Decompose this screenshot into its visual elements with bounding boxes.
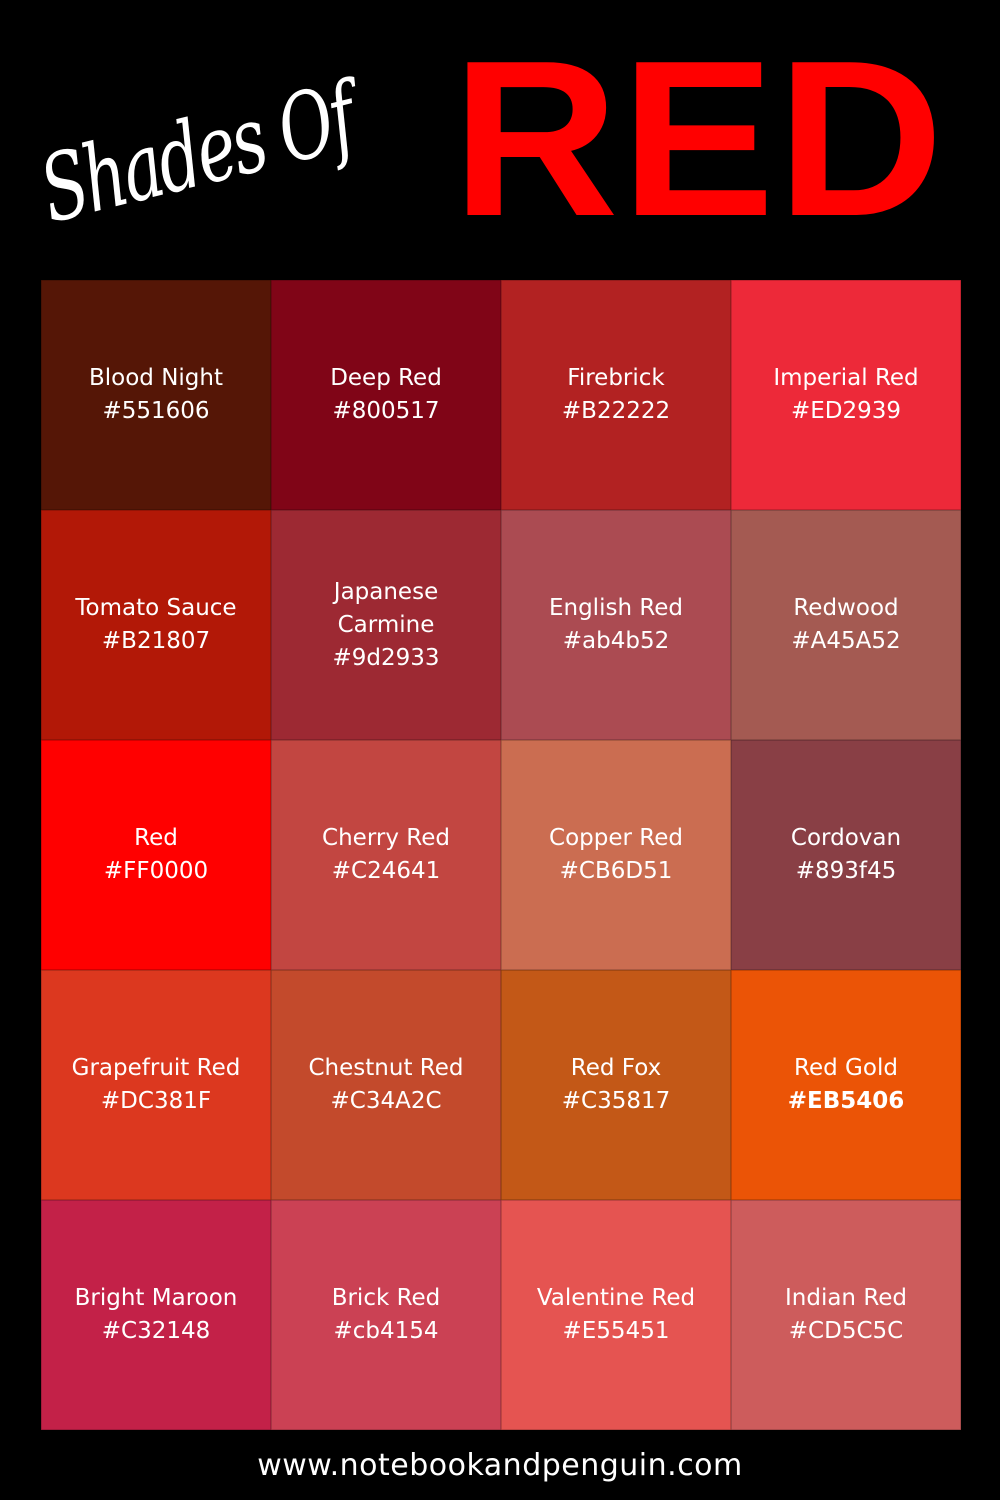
swatch-name: Firebrick (567, 365, 665, 391)
swatch-cordovan: Cordovan #893f45 (731, 740, 961, 970)
swatch-hex: #B22222 (561, 398, 671, 424)
swatch-red: Red #FF0000 (41, 740, 271, 970)
swatch-bright-maroon: Bright Maroon #C32148 (41, 1200, 271, 1430)
swatch-redwood: Redwood #A45A52 (731, 510, 961, 740)
swatch-hex: #CD5C5C (788, 1318, 904, 1344)
swatch-hex: #ab4b52 (562, 628, 670, 654)
swatch-hex: #EB5406 (787, 1088, 905, 1114)
swatch-copper-red: Copper Red #CB6D51 (501, 740, 731, 970)
swatch-english-red: English Red #ab4b52 (501, 510, 731, 740)
title-script: Shades Of (30, 63, 364, 244)
swatch-hex: #C35817 (561, 1088, 671, 1114)
swatch-name: Copper Red (549, 825, 683, 851)
swatch-red-gold: Red Gold #EB5406 (731, 970, 961, 1200)
swatch-brick-red: Brick Red #cb4154 (271, 1200, 501, 1430)
swatch-name: Valentine Red (536, 1285, 696, 1311)
swatch-chestnut-red: Chestnut Red #C34A2C (271, 970, 501, 1200)
footer-url[interactable]: www.notebookandpenguin.com (257, 1448, 743, 1483)
swatch-hex: #E55451 (562, 1318, 670, 1344)
swatch-indian-red: Indian Red #CD5C5C (731, 1200, 961, 1430)
swatch-hex: #551606 (102, 398, 210, 424)
swatch-hex: #B21807 (101, 628, 211, 654)
swatch-name: Cordovan (790, 825, 902, 851)
swatch-hex: #C32148 (101, 1318, 211, 1344)
swatch-name: Cherry Red (322, 825, 450, 851)
swatch-name: English Red (548, 595, 684, 621)
swatch-name: Brick Red (331, 1285, 441, 1311)
swatch-red-fox: Red Fox #C35817 (501, 970, 731, 1200)
swatch-hex: #FF0000 (103, 858, 209, 884)
swatch-grid: Blood Night #551606 Deep Red #800517 Firebri… (41, 280, 961, 1430)
swatch-cherry-red: Cherry Red #C24641 (271, 740, 501, 970)
swatch-hex: #A45A52 (791, 628, 901, 654)
swatch-valentine-red: Valentine Red #E55451 (501, 1200, 731, 1430)
swatch-name: Indian Red (784, 1285, 908, 1311)
swatch-name: Grapefruit Red (71, 1055, 241, 1081)
swatch-hex: #893f45 (795, 858, 897, 884)
swatch-grapefruit-red: Grapefruit Red #DC381F (41, 970, 271, 1200)
swatch-name: Deep Red (330, 365, 442, 391)
swatch-imperial-red: Imperial Red #ED2939 (731, 280, 961, 510)
swatch-name: Red Fox (570, 1055, 662, 1081)
swatch-hex: #9d2933 (332, 644, 440, 671)
swatch-deep-red: Deep Red #800517 (271, 280, 501, 510)
title-red: RED (452, 15, 946, 263)
swatch-hex: #DC381F (100, 1088, 212, 1114)
swatch-name: Blood Night (88, 365, 223, 391)
swatch-name: Chestnut Red (308, 1055, 464, 1081)
swatch-name: Japanese Carmine (333, 578, 439, 638)
swatch-firebrick: Firebrick #B22222 (501, 280, 731, 510)
swatch-name: Redwood (793, 595, 899, 621)
swatch-hex: #ED2939 (790, 398, 902, 424)
swatch-name: Bright Maroon (74, 1285, 238, 1311)
swatch-hex: #C34A2C (330, 1088, 442, 1114)
swatch-tomato-sauce: Tomato Sauce #B21807 (41, 510, 271, 740)
swatch-name: Red (134, 825, 178, 851)
swatch-name: Red Gold (794, 1055, 898, 1081)
swatch-blood-night: Blood Night #551606 (41, 280, 271, 510)
swatch-hex: #cb4154 (333, 1318, 439, 1344)
swatch-hex: #CB6D51 (559, 858, 673, 884)
swatch-name: Imperial Red (773, 365, 919, 391)
swatch-hex: #C24641 (331, 858, 441, 884)
swatch-hex: #800517 (332, 398, 440, 424)
swatch-japanese-carmine: Japanese Carmine #9d2933 (271, 510, 501, 740)
swatch-name: Tomato Sauce (75, 595, 237, 621)
